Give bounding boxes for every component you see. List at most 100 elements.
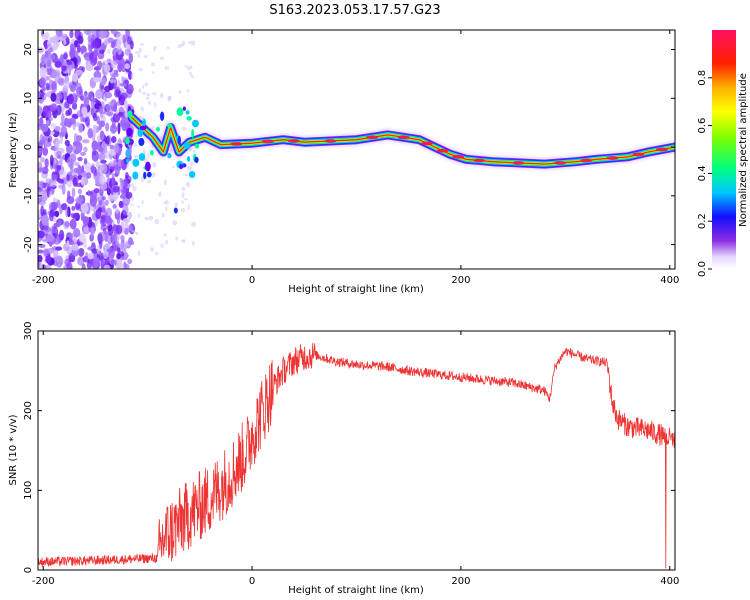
heatmap-noise-cell	[64, 258, 71, 267]
heatmap-noise-cell	[92, 112, 98, 122]
heatmap-noise-cell	[84, 252, 89, 262]
y-tick-label: -10	[23, 188, 34, 204]
heatmap-sparse-cell	[186, 181, 191, 188]
heatmap-noise-cell	[51, 225, 55, 233]
heatmap-sparse-cell	[151, 71, 155, 74]
heatmap-ridge-peak	[512, 161, 525, 165]
colorbar-ticks: 0.0 0.2 0.4 0.6 0.8	[697, 70, 712, 277]
heatmap-ridge-peak	[436, 148, 449, 153]
heatmap-noise-cell	[118, 58, 126, 70]
heatmap-sparse-cell	[187, 204, 190, 210]
heatmap-noise-cell	[69, 117, 76, 125]
heatmap-sparse-cell	[148, 215, 154, 221]
heatmap-sparse-cell	[151, 62, 156, 67]
heatmap-noise-cell	[106, 187, 111, 196]
heatmap-early-blob	[192, 119, 199, 128]
heatmap-noise-cell	[61, 183, 66, 196]
heatmap-noise-cell	[71, 243, 79, 251]
heatmap-noise-cell	[66, 174, 70, 182]
heatmap-noise-cell	[65, 143, 73, 154]
snr-x-axis-label: Height of straight line (km)	[288, 585, 424, 596]
heatmap-early-blob	[125, 158, 130, 164]
heatmap-sparse-cell	[142, 84, 145, 89]
heatmap-noise-cell	[114, 143, 119, 154]
heatmap-noise-cell	[119, 82, 127, 87]
heatmap-noise-cell	[107, 224, 114, 236]
heatmap-noise-cell	[110, 41, 116, 49]
heatmap-noise-cell	[77, 188, 82, 195]
x-tick-label: -200	[32, 576, 55, 587]
heatmap-sparse-cell	[141, 200, 144, 205]
heatmap-sparse-cell	[158, 191, 162, 198]
heatmap-noise-cell	[80, 165, 85, 174]
heatmap-noise-cell	[83, 146, 88, 153]
heatmap-sparse-cell	[153, 46, 156, 52]
heatmap-noise-cell	[55, 92, 64, 101]
heatmap-sparse-cell	[181, 40, 186, 46]
heatmap-sparse-cell	[189, 161, 194, 166]
heatmap-early-blob	[194, 143, 200, 149]
heatmap-sparse-cell	[189, 65, 193, 70]
heatmap-sparse-cell	[172, 220, 178, 226]
heatmap-early-blob	[150, 149, 154, 156]
heatmap-early-blob	[155, 126, 161, 132]
heatmap-noise-cell	[118, 200, 124, 209]
heatmap-noise-cell	[112, 185, 120, 193]
heatmap-noise-cell	[95, 89, 104, 100]
heatmap-noise-cell	[125, 191, 133, 199]
heatmap-sparse-cell	[138, 67, 143, 72]
heatmap-noise-cell	[126, 83, 134, 95]
heatmap-noise-cell	[92, 40, 100, 49]
heatmap-noise-cell	[58, 218, 62, 226]
heatmap-sparse-cell	[165, 239, 168, 245]
heatmap-noise-cell	[53, 158, 57, 164]
heatmap-noise-cell	[71, 73, 79, 82]
heatmap-sparse-cell	[160, 243, 164, 249]
heatmap-noise-cell	[128, 52, 134, 64]
heatmap-noise-cell	[38, 255, 43, 263]
heatmap-noise-cell	[55, 246, 63, 251]
heatmap-noise-cell	[123, 251, 129, 261]
heatmap-noise-cell	[113, 259, 117, 266]
heatmap-sparse-cell	[191, 221, 197, 227]
heatmap-noise-cell	[41, 214, 49, 226]
heatmap-early-blob	[138, 137, 145, 147]
heatmap-noise-cell	[71, 187, 76, 198]
heatmap-noise-cell	[92, 257, 101, 268]
heatmap-sparse-cell	[186, 89, 190, 93]
heatmap-ridge-peak	[580, 158, 593, 163]
heatmap-ridge-band	[131, 117, 675, 165]
heatmap-noise-cell	[117, 122, 121, 135]
heatmap-sparse-cell	[139, 43, 145, 46]
heatmap-noise-cell	[127, 224, 133, 232]
heatmap-sparse-cell	[131, 230, 136, 233]
heatmap-noise-cell	[101, 205, 107, 213]
heatmap-chart: -200 0 200 400 20 10 0 -10 -20 Height of straig…	[8, 29, 679, 295]
heatmap-noise-cell	[57, 179, 65, 184]
colorbar: 0.0 0.2 0.4 0.6 0.8 Normalized spectral ampl…	[697, 30, 749, 277]
heatmap-sparse-cell	[135, 232, 139, 236]
heatmap-noise-cell	[98, 120, 106, 128]
heatmap-noise-cell	[54, 60, 62, 68]
heatmap-early-blob	[183, 142, 191, 149]
heatmap-noise-cell	[87, 91, 94, 101]
heatmap-noise-cell	[72, 143, 77, 154]
heatmap-noise-cell	[77, 35, 84, 45]
heatmap-sparse-cell	[190, 40, 196, 46]
heatmap-sparse-cell	[152, 125, 155, 128]
heatmap-noise-cell	[109, 144, 115, 150]
heatmap-early-blob	[138, 153, 146, 161]
heatmap-noise-cell	[63, 264, 72, 269]
heatmap-noise-cell	[85, 116, 90, 127]
heatmap-noise-cell	[52, 43, 56, 53]
heatmap-noise-cell	[46, 234, 55, 242]
heatmap-noise-cell	[83, 52, 92, 61]
heatmap-noise-cell	[69, 43, 77, 50]
heatmap-x-ticks: -200 0 200 400	[32, 30, 679, 286]
heatmap-noise-cell	[122, 203, 129, 216]
heatmap-ridge-peak	[473, 158, 486, 163]
heatmap-noise-cell	[107, 49, 111, 54]
heatmap-sparse-cell	[151, 92, 157, 96]
heatmap-sparse-cell	[142, 91, 146, 95]
heatmap-noise-cell	[75, 69, 84, 76]
